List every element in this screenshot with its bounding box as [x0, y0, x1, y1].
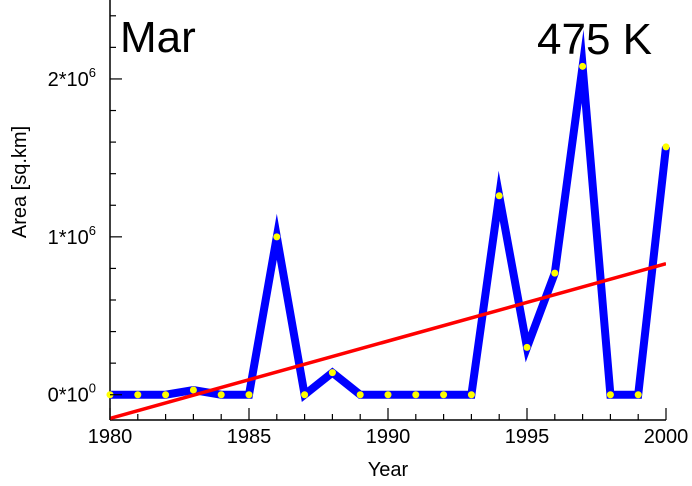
y-axis-ticks: 0*100 1*106 2*106 [48, 15, 122, 407]
data-point [495, 192, 503, 200]
data-point [273, 233, 281, 241]
y-tick-label: 1*106 [48, 223, 96, 249]
data-point [134, 391, 142, 399]
data-point [551, 269, 559, 277]
x-tick-label: 1990 [366, 426, 411, 448]
x-tick-label: 1980 [88, 426, 133, 448]
x-tick-label: 1985 [227, 426, 272, 448]
trend-line [110, 262, 666, 420]
data-point [523, 343, 531, 351]
data-point [328, 369, 336, 377]
data-point [467, 391, 475, 399]
panel-label: Mar [120, 13, 196, 62]
data-point [189, 386, 197, 394]
data-line [110, 29, 670, 403]
y-tick-label: 2*106 [48, 65, 96, 91]
data-point [301, 391, 309, 399]
annotation-label: 475 K [537, 15, 652, 64]
data-point [579, 62, 587, 70]
data-point [606, 391, 614, 399]
data-point [217, 391, 225, 399]
y-axis-title: Area [sq.km] [9, 126, 31, 238]
data-point [662, 143, 670, 151]
data-point [245, 391, 253, 399]
data-point [412, 391, 420, 399]
plot-area [106, 0, 670, 421]
y-tick-label: 0*100 [48, 381, 96, 407]
data-point [162, 391, 170, 399]
data-point [356, 391, 364, 399]
data-point [440, 391, 448, 399]
data-point [384, 391, 392, 399]
x-tick-label: 2000 [644, 426, 689, 448]
data-point [634, 391, 642, 399]
x-axis-title: Year [368, 459, 409, 481]
x-tick-label: 1995 [505, 426, 550, 448]
x-axis-ticks: 1980 1985 1990 1995 2000 [88, 408, 689, 448]
